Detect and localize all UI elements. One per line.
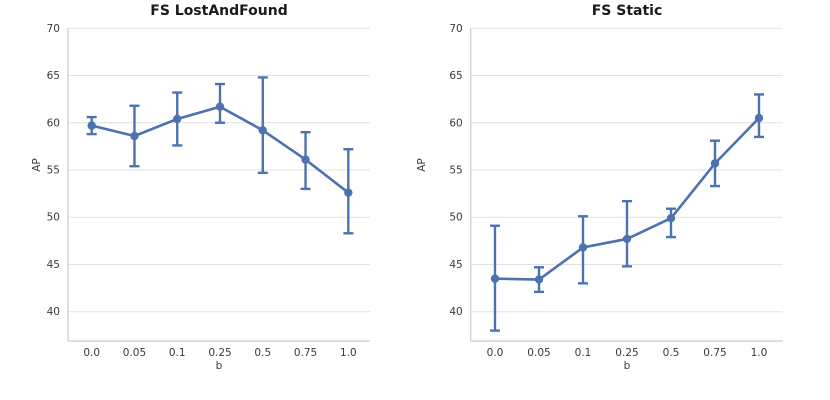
chart-title: FS Static — [591, 3, 663, 19]
data-point — [754, 113, 764, 123]
chart-title: FS LostAndFound — [150, 3, 288, 19]
data-point — [173, 114, 182, 124]
data-point — [578, 243, 588, 252]
x-tick-label: 1.0 — [751, 347, 768, 359]
data-point — [710, 159, 720, 168]
y-tick-label: 70 — [47, 23, 60, 35]
x-tick-label: 0.1 — [169, 347, 186, 359]
y-tick-label: 40 — [449, 306, 462, 318]
data-point — [622, 234, 632, 244]
y-tick-label: 70 — [449, 23, 462, 35]
chart-panel-static: 40 45 50 55 60 65 70 0.0 0.05 0.1 0.25 0.5 0.75 1.0 F… — [415, 0, 830, 400]
data-point — [87, 121, 96, 130]
y-tick-label: 55 — [449, 165, 462, 177]
y-tick-label: 55 — [47, 165, 60, 177]
x-tick-label: 0.25 — [615, 347, 638, 359]
y-tick-label: 65 — [47, 70, 60, 82]
x-tick-label: 1.0 — [340, 347, 357, 359]
y-tick-label: 60 — [449, 117, 462, 129]
x-tick-label: 0.05 — [123, 347, 146, 359]
x-tick-label: 0.05 — [527, 347, 550, 359]
y-tick-label: 45 — [47, 259, 60, 271]
x-tick-label: 0.75 — [703, 347, 726, 359]
data-point — [666, 213, 676, 223]
y-axis-label: AP — [31, 158, 43, 172]
y-tick-label: 50 — [449, 212, 462, 224]
lostandfound-plot: 40 45 50 55 60 65 70 0.0 0.05 0.1 0.25 0.5 0.75 1.0 — [47, 23, 370, 359]
y-axis-label: AP — [416, 158, 428, 172]
data-point — [490, 274, 500, 283]
y-tick-label: 60 — [47, 117, 60, 129]
data-point — [344, 188, 353, 197]
y-tick-label: 50 — [47, 212, 60, 224]
data-point — [258, 126, 267, 135]
x-tick-label: 0.75 — [294, 347, 317, 359]
data-point — [301, 155, 310, 164]
x-tick-label: 0.25 — [208, 347, 231, 359]
x-tick-label: 0.1 — [575, 347, 592, 359]
x-tick-label: 0.5 — [663, 347, 680, 359]
x-axis-label: b — [623, 360, 631, 372]
x-tick-label: 0.0 — [83, 347, 100, 359]
x-tick-label: 0.5 — [254, 347, 271, 359]
static-plot: 40 45 50 55 60 65 70 0.0 0.05 0.1 0.25 0.5 0.75 1.0 — [449, 23, 783, 359]
data-point — [534, 275, 544, 284]
y-tick-label: 65 — [449, 70, 462, 82]
chart-panel-lostandfound: 40 45 50 55 60 65 70 0.0 0.05 0.1 0.25 0.5 0.75 1.0 F… — [31, 3, 370, 372]
x-axis-label: b — [215, 360, 223, 372]
data-point — [215, 102, 225, 111]
y-tick-label: 40 — [47, 306, 60, 318]
data-point — [130, 131, 139, 141]
y-tick-label: 45 — [449, 259, 462, 271]
x-tick-label: 0.0 — [487, 347, 504, 359]
